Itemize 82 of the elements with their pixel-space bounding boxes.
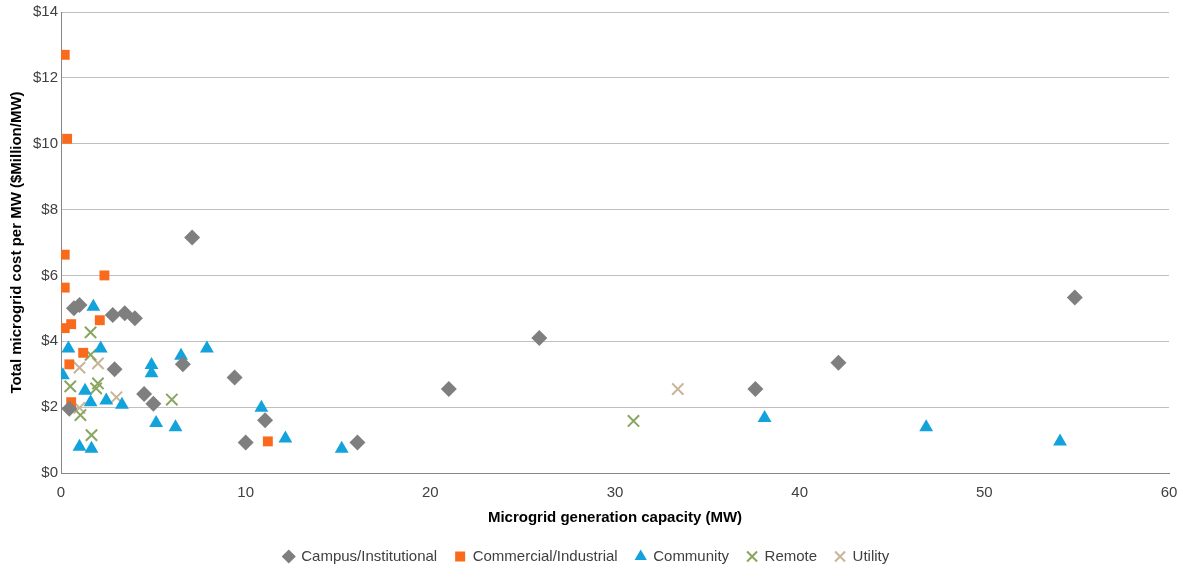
point	[237, 434, 254, 451]
legend-label: Community	[653, 546, 730, 564]
x-tick-label: 10	[237, 483, 255, 501]
point	[84, 440, 99, 453]
legend-label: Campus/Institutional	[301, 546, 438, 564]
point	[61, 323, 70, 334]
y-tick-label: $14	[33, 2, 59, 20]
point	[278, 430, 293, 443]
point	[165, 392, 179, 407]
point	[184, 229, 201, 246]
y-tick-label: $8	[41, 199, 59, 217]
point	[440, 381, 457, 398]
point	[64, 359, 75, 370]
point	[72, 438, 87, 451]
point	[63, 379, 77, 394]
point	[62, 133, 73, 144]
point	[84, 428, 99, 442]
point	[626, 414, 641, 428]
y-tick-label: $12	[33, 68, 59, 85]
point	[99, 392, 114, 405]
y-tick-label: $10	[33, 133, 59, 151]
point	[73, 408, 88, 422]
point	[109, 390, 124, 404]
point	[254, 399, 269, 412]
point	[262, 436, 273, 447]
point	[104, 306, 121, 323]
point	[226, 369, 243, 386]
point	[61, 340, 76, 353]
point	[61, 400, 78, 417]
point	[116, 305, 133, 322]
point	[149, 414, 164, 427]
x-tick-label: 60	[1160, 483, 1178, 501]
point	[99, 270, 110, 281]
point	[145, 395, 162, 412]
point	[757, 410, 772, 423]
point	[531, 329, 548, 346]
point	[72, 401, 87, 415]
legend-label: Commercial/Industrial	[472, 546, 618, 564]
point	[919, 419, 934, 432]
point	[349, 434, 366, 451]
point	[1053, 433, 1067, 446]
point	[78, 382, 92, 395]
legend-label: Utility	[852, 546, 890, 564]
point	[91, 376, 105, 391]
x-tick-label: 0	[56, 483, 66, 501]
point	[89, 381, 103, 396]
y-axis-title: Total microgrid cost per MW ($Million/MW)	[7, 91, 25, 394]
point	[199, 340, 214, 353]
point	[94, 315, 105, 326]
point	[91, 356, 105, 371]
point	[1066, 289, 1083, 306]
point	[106, 361, 123, 378]
point	[93, 340, 108, 353]
point	[61, 49, 70, 60]
point	[83, 325, 98, 340]
y-tick-label: $0	[41, 463, 59, 481]
x-axis-title: Microgrid generation capacity (MW)	[487, 508, 743, 526]
point	[61, 282, 70, 293]
point	[830, 354, 847, 371]
x-tick-label: 40	[791, 483, 809, 501]
point	[136, 385, 153, 402]
point	[83, 348, 98, 362]
point	[61, 249, 70, 260]
legend-label: Remote	[764, 546, 818, 564]
x-tick-label: 30	[606, 483, 624, 501]
y-tick-label: $6	[41, 265, 59, 283]
point	[83, 394, 98, 407]
point	[168, 419, 183, 432]
x-tick-label: 20	[422, 483, 439, 501]
x-tick-label: 50	[975, 483, 993, 501]
point	[334, 440, 349, 453]
point	[257, 412, 274, 429]
point	[72, 360, 87, 375]
point	[86, 298, 101, 311]
point	[126, 310, 143, 327]
y-tick-label: $4	[41, 331, 59, 349]
point	[747, 381, 764, 398]
point	[174, 356, 191, 373]
point	[115, 396, 129, 409]
point	[671, 382, 685, 396]
point	[78, 347, 89, 358]
y-tick-label: $2	[41, 397, 59, 415]
